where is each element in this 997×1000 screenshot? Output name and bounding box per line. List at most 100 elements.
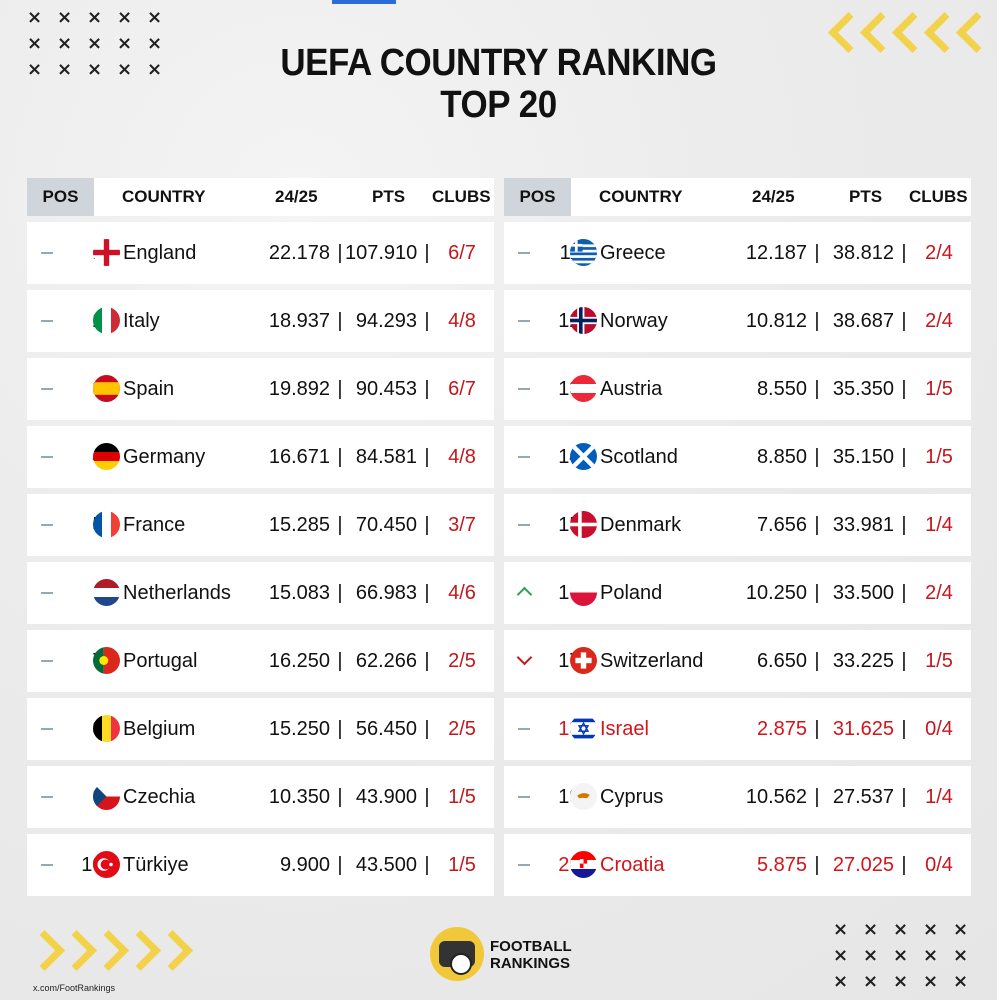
chevron-right-icon (158, 928, 188, 970)
england-flag-icon (93, 239, 120, 266)
ranking-table-right: POS COUNTRY 24/25 PTS CLUBS 11.Greece12.… (504, 178, 971, 896)
clubs-remaining: 4/6 (448, 582, 476, 604)
country-name: Italy (123, 310, 160, 332)
season-points: 15.083 (268, 582, 330, 604)
separator: | (424, 854, 430, 876)
clubs-remaining: 1/5 (448, 786, 476, 808)
trend-same-icon (516, 290, 532, 352)
clubs-remaining: 1/4 (925, 786, 953, 808)
header-country: COUNTRY (122, 187, 206, 206)
brand-name: FOOTBALL RANKINGS (490, 938, 572, 972)
x-mark-icon: × (57, 59, 73, 80)
clubs-remaining: 4/8 (448, 446, 476, 468)
trend-same-icon (39, 562, 55, 624)
x-mark-icon: × (833, 919, 849, 940)
clubs-remaining: 2/5 (448, 718, 476, 740)
total-points: 33.981 (832, 514, 894, 536)
total-points: 62.266 (355, 650, 417, 672)
total-points: 94.293 (355, 310, 417, 332)
greece-flag-icon (570, 239, 597, 266)
country-name: Greece (600, 242, 666, 264)
separator: | (424, 242, 430, 264)
total-points: 27.025 (832, 854, 894, 876)
separator: | (901, 854, 907, 876)
trend-same-icon (39, 222, 55, 284)
trend-same-icon (516, 426, 532, 488)
season-points: 16.250 (268, 650, 330, 672)
separator: | (814, 650, 820, 672)
clubs-remaining: 2/4 (925, 582, 953, 604)
separator: | (814, 310, 820, 332)
season-points: 18.937 (268, 310, 330, 332)
separator: | (424, 786, 430, 808)
x-mark-icon: × (147, 59, 163, 80)
trend-same-icon (39, 426, 55, 488)
portugal-flag-icon (93, 647, 120, 674)
separator: | (901, 650, 907, 672)
country-name: Denmark (600, 514, 682, 536)
season-points: 15.285 (268, 514, 330, 536)
season-points: 8.550 (756, 378, 807, 400)
x-mark-icon: × (893, 919, 909, 940)
separator: | (814, 854, 820, 876)
separator: | (901, 718, 907, 740)
trend-same-icon (39, 290, 55, 352)
season-points: 5.875 (756, 854, 807, 876)
clubs-remaining: 1/4 (925, 514, 953, 536)
trend-same-icon (516, 494, 532, 556)
clubs-remaining: 1/5 (925, 650, 953, 672)
belgium-flag-icon (93, 715, 120, 742)
trend-down-icon (516, 630, 532, 692)
football-rankings-logo (430, 927, 484, 981)
separator: | (814, 446, 820, 468)
total-points: 38.812 (832, 242, 894, 264)
x-mark-icon: × (27, 7, 43, 28)
total-points: 33.500 (832, 582, 894, 604)
separator: | (337, 650, 343, 672)
country-name: Türkiye (123, 854, 189, 876)
x-mark-icon: × (863, 945, 879, 966)
country-name: England (123, 242, 197, 264)
separator: | (814, 718, 820, 740)
header-pts: PTS (849, 187, 883, 206)
top-accent-bar (332, 0, 396, 4)
separator: | (814, 514, 820, 536)
trend-same-icon (39, 834, 55, 896)
separator: | (337, 242, 343, 264)
season-points: 10.562 (745, 786, 807, 808)
season-points: 10.812 (745, 310, 807, 332)
header-clubs: CLUBS (909, 187, 968, 206)
country-name: Portugal (123, 650, 198, 672)
switzerland-flag-icon (570, 647, 597, 674)
decor-x-grid-top-left: × × × × × × × × × × × × × × × (27, 5, 177, 83)
clubs-remaining: 1/5 (448, 854, 476, 876)
separator: | (814, 242, 820, 264)
x-mark-icon: × (27, 33, 43, 54)
trend-same-icon (39, 494, 55, 556)
separator: | (337, 786, 343, 808)
total-points: 56.450 (355, 718, 417, 740)
poland-flag-icon (570, 579, 597, 606)
separator: | (424, 650, 430, 672)
social-handle: x.com/FootRankings (33, 983, 116, 993)
separator: | (901, 582, 907, 604)
country-name: Austria (600, 378, 663, 400)
clubs-remaining: 0/4 (925, 854, 953, 876)
israel-flag-icon (570, 715, 597, 742)
trend-same-icon (39, 766, 55, 828)
decor-x-grid-bottom-right: × × × × × × × × × × × × × × × (833, 917, 983, 995)
x-mark-icon: × (833, 971, 849, 992)
total-points: 27.537 (832, 786, 894, 808)
x-mark-icon: × (923, 919, 939, 940)
header-pos: POS (27, 178, 94, 216)
norway-flag-icon (570, 307, 597, 334)
separator: | (337, 378, 343, 400)
x-mark-icon: × (893, 971, 909, 992)
clubs-remaining: 2/4 (925, 242, 953, 264)
x-mark-icon: × (117, 7, 133, 28)
